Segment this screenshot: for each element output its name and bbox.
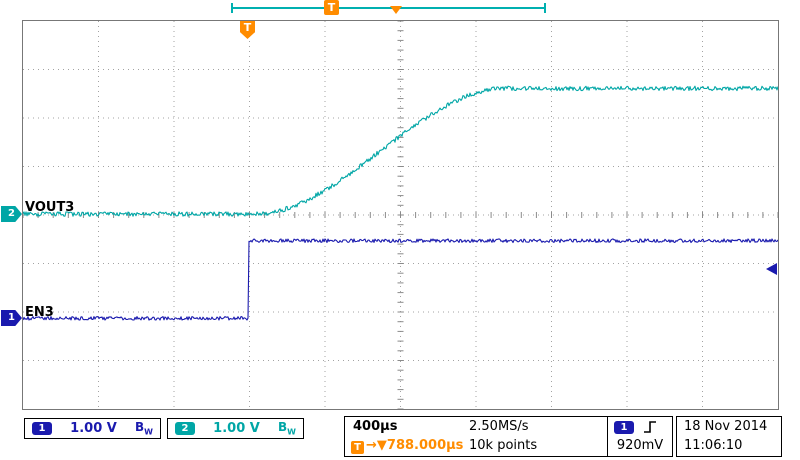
bw-letter: B: [135, 420, 145, 435]
record-length-value: 10k points: [469, 438, 538, 453]
rising-edge-icon: [644, 421, 656, 433]
channel2-scale: 1.00 V: [213, 421, 260, 436]
channel1-position-marker: 1: [1, 310, 22, 326]
trigger-level-value: 920mV: [616, 438, 664, 453]
sample-rate-value: 2.50MS/s: [469, 419, 529, 434]
record-view-left-tick: [231, 3, 233, 13]
time-value: 11:06:10: [684, 438, 743, 453]
channel2-badge: 2: [175, 422, 195, 435]
trigger-source-badge: 1: [614, 421, 634, 434]
trigger-delay-marker-icon: ▼: [376, 438, 387, 453]
bw-sub: W: [144, 427, 153, 437]
bw-sub: W: [287, 427, 296, 437]
channel2-readout: 2 1.00 V BW: [167, 418, 304, 439]
bw-letter: B: [278, 420, 288, 435]
channel1-scale: 1.00 V: [70, 421, 117, 436]
trigger-delay-readout: T →▼788.000µs: [351, 437, 463, 455]
record-view-right-tick: [544, 3, 546, 13]
trigger-delay-value: 788.000µs: [386, 438, 464, 453]
channel2-bandwidth-icon: BW: [278, 420, 296, 436]
trigger-delay-t-icon: T: [351, 441, 364, 454]
acquisition-readout: 400µs 2.50MS/s T →▼788.000µs 10k points: [344, 416, 608, 457]
channel1-bandwidth-icon: BW: [135, 420, 153, 436]
trigger-delay-arrow-icon: →: [366, 438, 377, 453]
date-value: 18 Nov 2014: [684, 419, 768, 434]
vout3-label: VOUT3: [25, 200, 75, 215]
datetime-readout: 18 Nov 2014 11:06:10: [676, 416, 782, 457]
channel2-position-marker: 2: [1, 206, 22, 222]
trigger-level-arrow-icon: [766, 263, 777, 275]
trigger-flag: T: [240, 21, 255, 39]
record-view-bar: [232, 7, 545, 9]
graticule: [22, 20, 779, 410]
channel1-badge: 1: [32, 422, 52, 435]
timebase-value: 400µs: [353, 419, 398, 434]
en3-label: EN3: [25, 305, 54, 320]
trigger-position-badge: T: [324, 0, 339, 15]
waveform-svg: [23, 21, 778, 409]
trigger-record-arrow-icon: [390, 6, 402, 14]
trigger-readout: 1 920mV: [607, 416, 673, 457]
channel1-readout: 1 1.00 V BW: [24, 418, 161, 439]
